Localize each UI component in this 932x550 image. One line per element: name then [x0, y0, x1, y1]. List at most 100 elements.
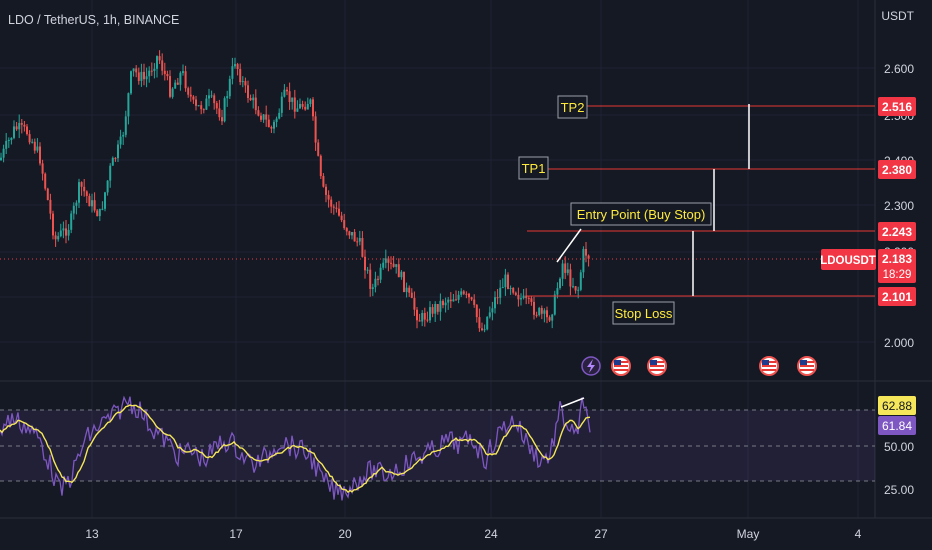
candle-body	[582, 249, 585, 273]
candle-body	[426, 319, 429, 321]
time-tick: 17	[229, 527, 243, 541]
stop-annotation[interactable]: Stop Loss	[612, 301, 675, 325]
tp1-annotation[interactable]: TP1	[518, 156, 549, 180]
candle-body	[379, 267, 382, 280]
candle-body	[13, 126, 15, 138]
candle-body	[317, 142, 320, 156]
events-row	[581, 356, 817, 376]
entry-annotation[interactable]: Entry Point (Buy Stop)	[570, 202, 712, 226]
candle-body	[301, 104, 304, 107]
rsi-ma-value: 62.88	[882, 399, 912, 413]
candle-body	[252, 97, 255, 101]
candle-body	[166, 74, 169, 77]
candle-body	[572, 286, 574, 288]
candle-body	[114, 157, 117, 159]
candle-body	[244, 81, 247, 86]
candle-body	[579, 272, 582, 290]
candle-body	[306, 104, 309, 110]
candle-body	[369, 269, 372, 289]
rsi-tick: 25.00	[884, 483, 914, 497]
candle-body	[234, 64, 236, 67]
candle-body	[374, 278, 377, 288]
candle-body	[2, 148, 5, 158]
candle-body	[403, 271, 405, 292]
candle-body	[184, 71, 187, 89]
candle-body	[345, 228, 348, 232]
candle-body	[499, 287, 502, 298]
us-flag-icon[interactable]	[611, 356, 631, 376]
candle-body	[540, 308, 543, 314]
candle-body	[569, 269, 572, 287]
lightning-event-icon[interactable]	[581, 356, 601, 376]
candle-body	[436, 304, 439, 312]
candle-body	[527, 298, 530, 300]
candle-body	[254, 97, 257, 111]
candle-body	[0, 157, 2, 160]
candle-body	[273, 121, 275, 129]
candle-body	[150, 70, 153, 72]
symbol-header[interactable]: LDO / TetherUS, 1h, BINANCE	[8, 13, 179, 27]
candle-body	[517, 294, 520, 300]
candle-body	[447, 299, 450, 303]
entry-label: Entry Point (Buy Stop)	[577, 207, 706, 222]
candle-body	[62, 228, 65, 231]
candle-body	[70, 213, 73, 230]
candle-body	[265, 114, 268, 120]
candle-body	[52, 213, 54, 236]
candle-body	[59, 230, 62, 237]
candle-body	[127, 93, 130, 117]
us-flag-icon[interactable]	[647, 356, 667, 376]
candle-body	[496, 297, 499, 299]
candle-body	[327, 194, 330, 200]
candle-body	[348, 231, 351, 236]
candle-body	[275, 118, 278, 122]
candle-body	[512, 288, 515, 293]
candle-body	[179, 72, 182, 85]
rsi-tick: 50.00	[884, 440, 914, 454]
candle-body	[434, 304, 437, 314]
candle-body	[364, 256, 366, 271]
candle-body	[371, 287, 374, 289]
rsi-ma-line	[0, 404, 591, 494]
candle-body	[340, 215, 343, 221]
candle-body	[416, 309, 418, 321]
candle-body	[236, 64, 239, 69]
candle-body	[361, 238, 364, 257]
us-flag-icon[interactable]	[759, 356, 779, 376]
candle-body	[288, 91, 291, 102]
candle-body	[221, 117, 223, 122]
candle-body	[91, 200, 93, 207]
candle-body	[132, 68, 135, 72]
candle-body	[322, 176, 325, 187]
time-tick: 24	[484, 527, 498, 541]
candle-body	[491, 308, 494, 313]
candle-body	[88, 195, 91, 207]
candle-body	[504, 274, 507, 288]
candle-body	[408, 287, 411, 293]
candle-body	[335, 207, 338, 209]
tp1-label: TP1	[522, 161, 546, 176]
tp2-annotation[interactable]: TP2	[557, 95, 588, 119]
candle-body	[514, 292, 517, 295]
candle-body	[148, 70, 151, 77]
candle-body	[452, 299, 455, 302]
candle-body	[507, 274, 509, 289]
candle-body	[338, 208, 340, 216]
candle-body	[421, 313, 424, 322]
candle-body	[522, 295, 525, 299]
candle-body	[543, 310, 546, 314]
candle-body	[49, 199, 52, 214]
candle-body	[171, 88, 174, 97]
candle-body	[249, 98, 252, 101]
candle-body	[267, 119, 270, 128]
entry-price-tag: 2.243	[878, 222, 916, 241]
us-flag-icon[interactable]	[797, 356, 817, 376]
current-price: 2.183	[882, 252, 912, 266]
candle-body	[478, 317, 481, 329]
candle-body	[28, 134, 31, 143]
candle-body	[431, 307, 434, 314]
candle-body	[78, 182, 80, 203]
candle-body	[223, 98, 226, 122]
candle-body	[153, 68, 156, 71]
